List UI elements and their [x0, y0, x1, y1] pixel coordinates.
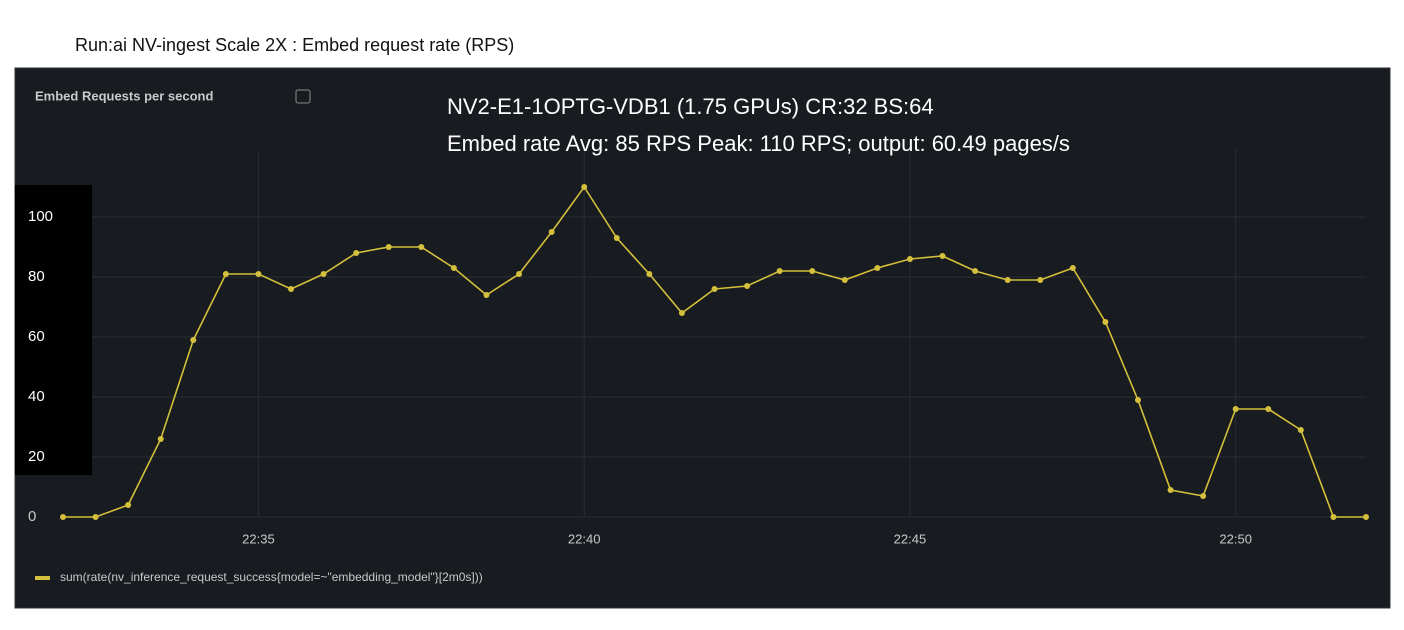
legend-label: sum(rate(nv_inference_request_success{mo… — [60, 570, 483, 584]
data-point — [450, 265, 457, 271]
x-tick-label: 22:35 — [242, 531, 275, 546]
x-tick-label: 22:45 — [894, 531, 927, 546]
data-point — [1200, 493, 1207, 499]
data-point — [972, 268, 979, 274]
data-point — [874, 265, 881, 271]
data-point — [841, 277, 848, 283]
chart-title: Run:ai NV-ingest Scale 2X : Embed reques… — [75, 35, 514, 55]
data-point — [809, 268, 816, 274]
data-point — [385, 244, 392, 250]
data-point — [60, 514, 66, 520]
annotation: NV2-E1-1OPTG-VDB1 (1.75 GPUs) CR:32 BS:6… — [447, 94, 934, 119]
data-point — [1037, 277, 1044, 283]
data-point — [1167, 487, 1174, 493]
data-point — [1297, 427, 1304, 433]
data-point — [613, 235, 620, 241]
data-point — [581, 184, 588, 190]
panel — [14, 67, 1391, 609]
data-point — [320, 271, 327, 277]
x-tick-label: 22:40 — [568, 531, 601, 546]
data-point — [1069, 265, 1076, 271]
y-tick-label: 40 — [28, 388, 45, 405]
data-point — [1004, 277, 1011, 283]
x-tick-label: 22:50 — [1219, 531, 1252, 546]
y-tick-label: 0 — [28, 508, 36, 525]
y-tick-label: 80 — [28, 268, 45, 285]
y-tick-label: 100 — [28, 208, 53, 225]
data-point — [190, 337, 197, 343]
data-point — [418, 244, 425, 250]
data-point — [222, 271, 229, 277]
data-point — [1232, 406, 1239, 412]
data-point — [92, 514, 99, 520]
data-point — [906, 256, 913, 262]
data-point — [1102, 319, 1109, 325]
grid — [92, 150, 1366, 518]
y-tick-label: 20 — [28, 448, 45, 465]
data-point — [678, 310, 685, 316]
data-point — [157, 436, 164, 442]
data-point — [1363, 514, 1369, 520]
panel-icon — [295, 89, 311, 104]
data-point — [1330, 514, 1337, 520]
data-point — [744, 283, 751, 289]
data-point — [288, 286, 295, 292]
data-point — [516, 271, 523, 277]
data-point — [939, 253, 946, 259]
data-point — [711, 286, 718, 292]
axis-overlay — [15, 185, 92, 475]
data-point — [1134, 397, 1141, 403]
panel-title: Embed Requests per second — [35, 88, 213, 103]
data-point — [776, 268, 783, 274]
y-tick-label: 60 — [28, 328, 45, 345]
data-point — [1265, 406, 1272, 412]
data-point — [125, 502, 132, 508]
data-point — [646, 271, 653, 277]
data-point — [353, 250, 360, 256]
plot — [60, 184, 1369, 520]
data-point — [255, 271, 262, 277]
data-point — [483, 292, 490, 298]
annotation: Embed rate Avg: 85 RPS Peak: 110 RPS; ou… — [447, 131, 1070, 156]
data-point — [548, 229, 555, 235]
